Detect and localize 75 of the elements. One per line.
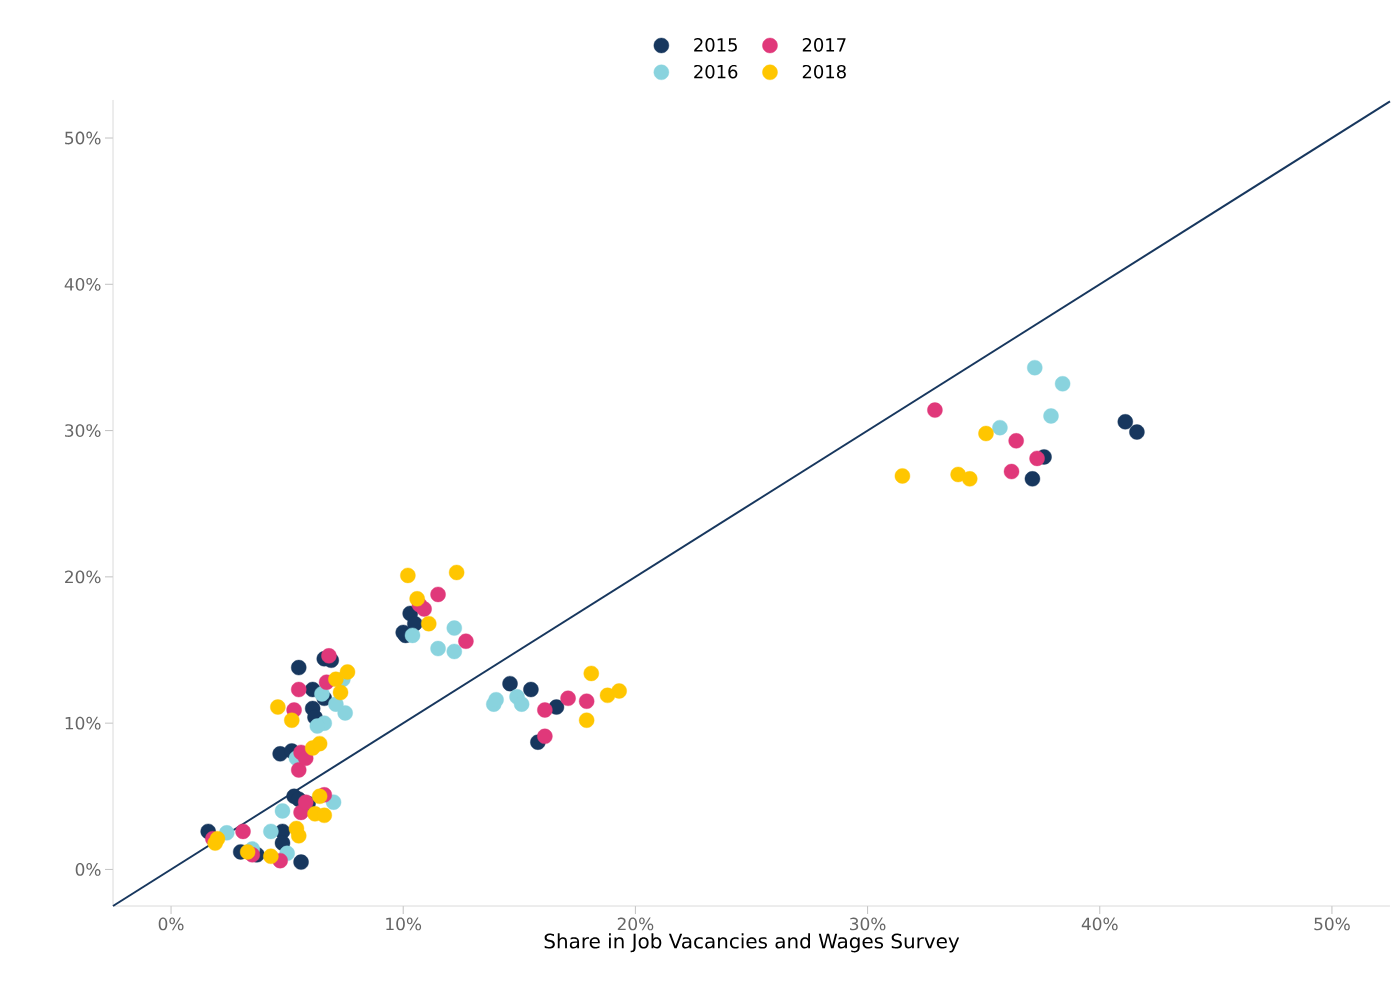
point [291, 828, 307, 844]
point [328, 696, 344, 712]
point [523, 681, 539, 698]
x-tick-label: 0% [158, 917, 184, 931]
point [321, 648, 337, 664]
point [430, 640, 446, 657]
x-tick-label: 40% [1081, 917, 1118, 931]
point [1029, 450, 1045, 467]
y-tick-label: 40% [64, 277, 101, 291]
point [583, 665, 599, 682]
point [404, 627, 421, 644]
point [291, 681, 307, 698]
point [1117, 414, 1133, 430]
point [416, 601, 432, 617]
x-tick-label: 20% [617, 917, 654, 931]
point [274, 803, 291, 819]
point [270, 699, 286, 715]
point [537, 702, 553, 718]
legend-label: 2015 [694, 38, 737, 52]
x-tick-label: 10% [386, 917, 422, 931]
point [1054, 376, 1071, 392]
point [263, 823, 279, 840]
point [992, 419, 1008, 436]
x-tick-label: 50% [1314, 917, 1350, 931]
point [1008, 433, 1024, 449]
point [263, 848, 279, 864]
point [894, 468, 911, 484]
point [978, 425, 994, 442]
point [488, 692, 504, 708]
y-tick-label: 0% [75, 863, 101, 876]
legend-label: 2016 [694, 64, 738, 79]
point [446, 643, 462, 660]
point [235, 823, 251, 840]
point [293, 854, 309, 870]
point [537, 728, 553, 745]
point [1024, 471, 1041, 487]
point [421, 615, 437, 632]
point [311, 788, 328, 804]
legend-label: 2017 [802, 38, 846, 52]
point [458, 633, 474, 649]
point [1043, 408, 1059, 424]
point [578, 693, 595, 709]
point [339, 664, 356, 680]
point [578, 712, 595, 728]
point [448, 564, 465, 581]
x-tick-label: 30% [850, 917, 886, 931]
point [560, 690, 576, 706]
point [284, 712, 300, 728]
point [502, 675, 518, 692]
point [446, 620, 462, 636]
point [513, 696, 530, 712]
y-tick-label: 50% [65, 131, 101, 145]
point [430, 586, 446, 603]
point [927, 402, 943, 418]
point [316, 807, 332, 823]
point [291, 659, 307, 676]
point [209, 831, 226, 847]
point [962, 471, 978, 487]
point [311, 735, 328, 752]
y-tick-label: 20% [65, 570, 101, 584]
point [332, 684, 349, 701]
y-tick-label: 30% [65, 424, 101, 437]
point [611, 683, 627, 699]
point [309, 718, 326, 734]
point [409, 591, 425, 607]
point [1129, 424, 1145, 440]
point [328, 671, 344, 687]
point [400, 567, 416, 584]
point [239, 844, 256, 860]
y-tick-label: 10% [65, 716, 101, 730]
x-axis-title: Share in Job Vacancies and Wages Survey [544, 933, 960, 953]
legend-label: 2018 [802, 64, 846, 79]
point [1027, 359, 1043, 376]
point [291, 762, 307, 778]
point [1003, 463, 1020, 480]
